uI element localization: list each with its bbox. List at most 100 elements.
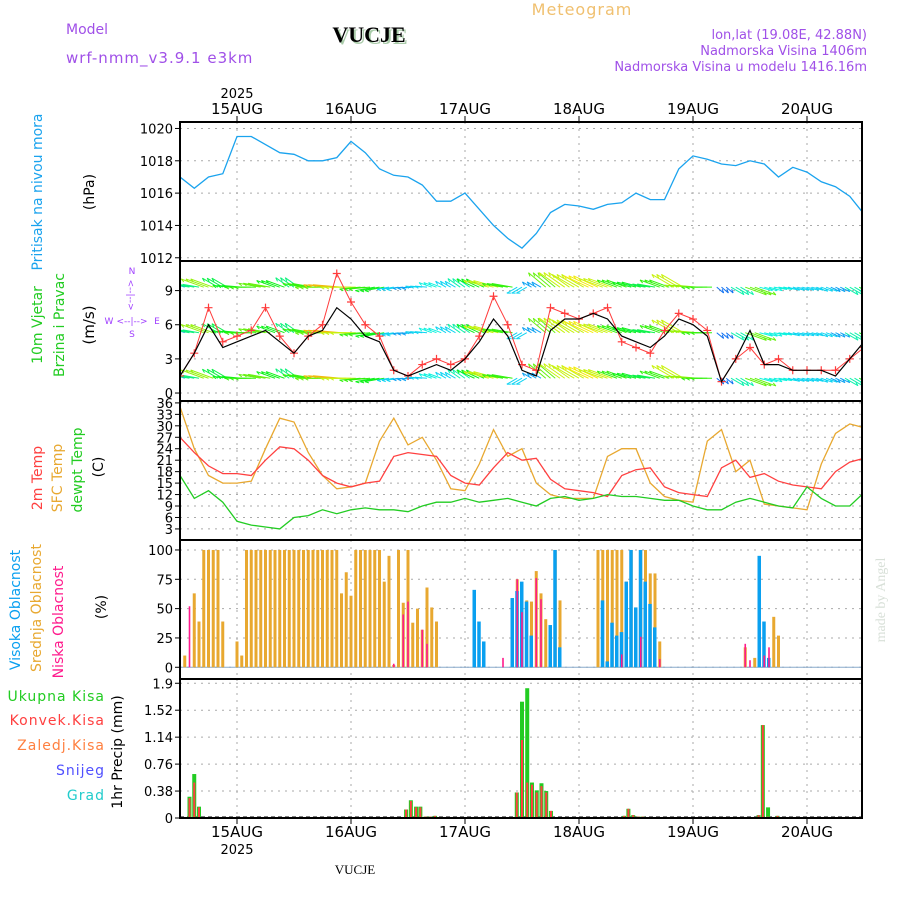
wind-arrow-head xyxy=(726,334,729,339)
wind-arrow xyxy=(797,286,810,291)
dewpt-line xyxy=(180,475,862,530)
precip-convective-bar xyxy=(627,808,630,818)
wind-arrow xyxy=(528,272,547,288)
wind-arrow xyxy=(864,378,881,388)
wind-arrow-head xyxy=(548,317,551,322)
wind-arrow-head xyxy=(673,375,678,379)
legend-freezing-rain: Zaledj.Kisa xyxy=(17,738,105,754)
wind-arrow-head xyxy=(265,371,270,375)
wind-arrow-head xyxy=(521,281,525,286)
wind-arrow xyxy=(551,365,575,379)
wind-arrow-head xyxy=(491,374,496,378)
precip-convective-bar xyxy=(405,809,408,818)
wind-arrow xyxy=(768,286,783,292)
wind-arrow-head xyxy=(217,376,222,380)
wind-arrow-head xyxy=(664,284,668,288)
wind-arrow xyxy=(287,283,309,288)
precip-convective-bar xyxy=(193,782,196,818)
wind-arrow-head xyxy=(561,365,565,370)
cloud-mid-bar xyxy=(530,601,533,668)
wind-arrow-head xyxy=(211,368,215,373)
wind-arrow xyxy=(506,377,518,385)
gust-marker xyxy=(617,337,626,346)
wind-arrow xyxy=(835,377,846,384)
gust-marker xyxy=(347,297,355,306)
wind-arrow-head xyxy=(206,277,210,282)
wind-arrow xyxy=(468,371,494,379)
wind-arrow-head xyxy=(690,286,695,290)
y-tick-label: 9 xyxy=(165,285,173,300)
y-tick-label: 0.38 xyxy=(144,785,173,800)
wind-arrow xyxy=(864,333,881,343)
precipitation-marks xyxy=(180,688,862,818)
wind-arrow-head xyxy=(386,288,391,292)
wind-arrow xyxy=(773,377,788,382)
model-elevation: Nadmorska Visina u modelu 1416.16m xyxy=(614,60,867,75)
wind-arrow xyxy=(444,326,456,334)
cloud-high-bar xyxy=(548,625,552,668)
wind-arrow-head xyxy=(295,377,300,381)
wind-arrow xyxy=(526,281,537,288)
wind-arrow-head xyxy=(741,291,745,295)
wind-arrow-head xyxy=(606,325,610,329)
cloud-mid-bar xyxy=(249,549,253,668)
legend-convective-rain: Konvek.Kisa xyxy=(10,713,105,729)
cloud-mid-bar xyxy=(344,572,348,668)
wind-arrow-head xyxy=(621,327,626,331)
cloud-mid-bar xyxy=(777,635,780,668)
wind-arrow-head xyxy=(532,363,536,368)
wind-arrow-head xyxy=(320,377,325,381)
wind-arrow-head xyxy=(397,287,402,291)
compass-w: W xyxy=(105,317,114,327)
wind-arrow xyxy=(632,374,651,379)
wind-arrow xyxy=(463,325,489,334)
wind-arrow-head xyxy=(206,368,210,373)
wind-arrow xyxy=(261,371,280,379)
wind-arrow-head xyxy=(556,274,560,279)
wind-arrow-head xyxy=(537,272,540,277)
cloud-low-bar xyxy=(540,599,542,668)
y-tick-label: 50 xyxy=(156,603,173,618)
wind-arrow xyxy=(578,277,603,288)
wind-arrow-head xyxy=(287,283,292,287)
wind-arrow xyxy=(468,280,494,288)
wind-arrow xyxy=(821,286,833,292)
wind-arrow xyxy=(588,277,613,288)
wind-arrow xyxy=(632,283,651,288)
wind-arrow xyxy=(435,326,447,334)
wind-arrow xyxy=(190,369,214,379)
wind-arrow-head xyxy=(731,289,734,294)
wind-arrow xyxy=(764,286,778,292)
cloud-mid-bar xyxy=(192,593,196,668)
wind-arrow-head xyxy=(344,334,349,337)
wind-arrow xyxy=(825,377,838,383)
wind-arrow xyxy=(563,275,589,288)
wind-arrow xyxy=(532,363,551,379)
wind-arrow xyxy=(491,328,513,334)
wind-arrow xyxy=(661,273,684,288)
wind-arrow-head xyxy=(563,321,567,325)
wind-arrow-head xyxy=(312,375,317,379)
compass-n: N xyxy=(129,267,136,277)
wind-arrow xyxy=(364,332,385,337)
wind-arrow xyxy=(428,282,442,288)
wind-arrow-head xyxy=(772,291,777,296)
wind-arrow xyxy=(578,323,603,334)
year-top: 2025 xyxy=(220,87,253,102)
wind-arrow-head xyxy=(726,289,729,294)
wind-arrow xyxy=(764,377,778,383)
cloud-mid-bar xyxy=(321,549,324,668)
wind-arrow-head xyxy=(299,377,304,381)
cloud-mid-bar xyxy=(216,549,220,668)
plot-area: 1012101410161018102003693691215182124273… xyxy=(140,100,881,841)
cloud-mid-bar xyxy=(430,607,434,668)
wind-arrow xyxy=(538,272,561,288)
gust-marker xyxy=(247,326,256,335)
wind-arrow xyxy=(811,377,824,382)
wind-arrow-head xyxy=(526,327,530,332)
precip-total-bar xyxy=(525,688,530,818)
wind-arrow-head xyxy=(292,328,296,332)
wind-arrow-head xyxy=(596,325,601,329)
cloud-mid-bar xyxy=(264,549,267,668)
cloud-low-bar xyxy=(639,636,642,668)
